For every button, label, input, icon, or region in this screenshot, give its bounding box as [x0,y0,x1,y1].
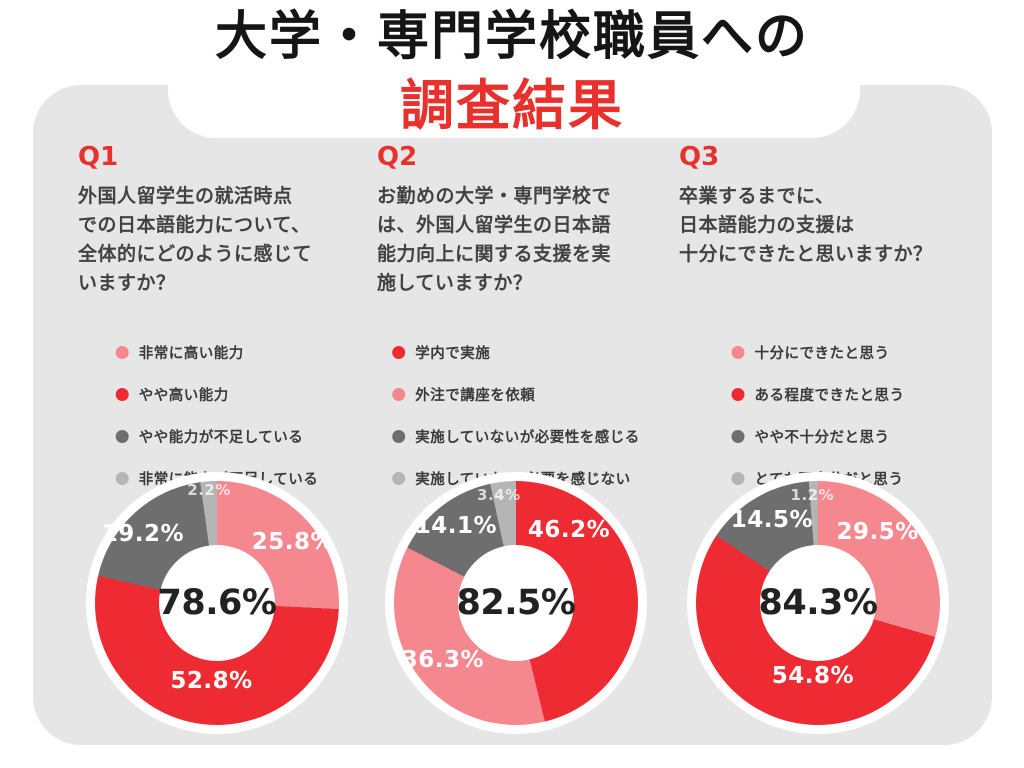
question-label-q2: Q2 [377,142,418,172]
donut-center-q3: 84.3% [758,545,878,661]
question-label-q1: Q1 [78,142,119,172]
legend-item-label: やや能力が不足している [138,430,304,446]
legend-item-label: やや不十分だと思う [754,430,890,446]
legend-dot-icon [115,388,129,401]
legend-dot-icon [115,472,129,485]
question-column-1: Q1 外国人留学生の就活時点 での日本語能力について、 全体的にどのように感じて… [78,142,356,742]
legend-item: 非常に高い能力 [115,342,319,363]
legend-item-label: 非常に高い能力 [138,346,244,362]
legend-item-label: ある程度できたと思う [754,388,905,404]
slice-percentage-label: 2.2% [187,480,231,499]
legend-dot-icon [731,430,745,443]
question-text-q3: 卒業するまでに、 日本語能力の支援は 十分にできたと思いますか？ [679,185,933,266]
legend-item-label: やや高い能力 [138,388,229,404]
question-column-3: Q3 卒業するまでに、 日本語能力の支援は 十分にできたと思いますか？ 十分にで… [679,142,957,742]
legend-item: やや不十分だと思う [731,426,905,447]
slice-percentage-label: 54.8% [771,663,855,690]
question-text-q2: お勤めの大学・専門学校で は、外国人留学生の日本語 能力向上に関する支援を実 施… [377,185,612,295]
slice-percentage-label: 36.3% [401,647,485,674]
legend-dot-icon [392,472,406,485]
legend-item-label: 十分にできたと思う [754,346,890,362]
donut-chart-q1: 78.6% 25.8% 52.8% 19.2% 2.2% [86,472,348,734]
question-label-q3: Q3 [679,142,720,172]
legend-item-label: 外注で講座を依頼 [415,388,536,404]
donut-center-value-q3: 84.3% [758,583,878,623]
survey-title: 大学・専門学校職員への [214,7,809,67]
question-text-q1: 外国人留学生の就活時点 での日本語能力について、 全体的にどのように感じて いま… [78,185,313,295]
legend-dot-icon [115,346,129,359]
legend-dot-icon [115,430,129,443]
donut-center-q1: 78.6% [157,545,277,661]
slice-percentage-label: 52.8% [170,667,253,694]
legend-item: やや能力が不足している [115,426,319,447]
slice-percentage-label: 3.4% [477,485,521,504]
legend-item: ある程度できたと思う [731,384,905,405]
title-notch [168,0,860,138]
survey-subtitle: 調査結果 [400,74,624,137]
donut-chart-q3: 84.3% 29.5% 54.8% 14.5% 1.2% [687,472,949,734]
slice-percentage-label: 19.2% [101,520,185,547]
slice-percentage-label: 46.2% [527,516,611,543]
legend-q2: 学内で実施外注で講座を依頼実施していないが必要性を感じる実施していない/必要を感… [392,342,640,510]
donut-center-value-q1: 78.6% [157,583,277,623]
legend-item-label: 実施していないが必要性を感じる [415,430,640,446]
legend-item-label: 学内で実施 [415,346,491,362]
legend-item: 十分にできたと思う [731,342,905,363]
slice-percentage-label: 1.2% [790,485,835,504]
legend-dot-icon [392,346,406,359]
slice-percentage-label: 25.8% [251,528,334,555]
legend-item: 実施していないが必要性を感じる [392,426,640,447]
legend-item: 外注で講座を依頼 [392,384,640,405]
donut-chart-q2: 82.5% 46.2% 36.3% 14.1% 3.4% [385,472,647,734]
question-column-2: Q2 お勤めの大学・専門学校で は、外国人留学生の日本語 能力向上に関する支援を… [377,142,655,742]
slice-percentage-label: 14.1% [414,513,498,540]
legend-dot-icon [731,388,745,401]
slice-percentage-label: 14.5% [730,506,814,533]
legend-dot-icon [392,388,406,401]
legend-dot-icon [392,430,406,443]
donut-center-value-q2: 82.5% [456,583,576,623]
legend-dot-icon [731,346,745,359]
legend-dot-icon [731,472,745,485]
donut-center-q2: 82.5% [456,545,576,661]
legend-item: 学内で実施 [392,342,640,363]
slice-percentage-label: 29.5% [836,518,919,545]
legend-item: やや高い能力 [115,384,319,405]
